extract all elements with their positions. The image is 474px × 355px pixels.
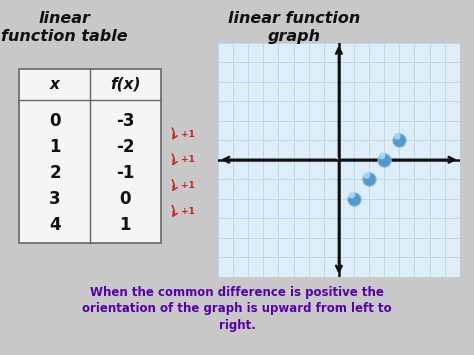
Text: 3: 3 (49, 190, 61, 208)
Text: 2: 2 (49, 164, 61, 182)
Point (365, 176, 373, 182)
Text: f(x): f(x) (110, 77, 140, 92)
Text: -1: -1 (116, 164, 134, 182)
Text: 1: 1 (49, 138, 61, 156)
Point (393, 133, 401, 139)
Text: 0: 0 (119, 190, 131, 208)
Text: When the common difference is positive the
orientation of the graph is upward fr: When the common difference is positive t… (82, 286, 392, 332)
FancyBboxPatch shape (19, 70, 161, 243)
Point (350, 196, 358, 202)
Text: x: x (50, 77, 60, 92)
Point (395, 137, 403, 143)
Point (363, 173, 371, 178)
Text: +1: +1 (181, 155, 195, 164)
Text: -2: -2 (116, 138, 135, 156)
Text: +1: +1 (181, 130, 195, 138)
Text: +1: +1 (181, 207, 195, 216)
Point (378, 153, 386, 159)
Text: +1: +1 (181, 181, 195, 190)
Text: 4: 4 (49, 215, 61, 234)
Point (348, 192, 356, 198)
Text: 0: 0 (49, 112, 61, 130)
Text: linear function
graph: linear function graph (228, 11, 360, 44)
Text: 1: 1 (119, 215, 131, 234)
Text: -3: -3 (116, 112, 135, 130)
Point (381, 157, 388, 163)
Text: linear
function table: linear function table (0, 11, 128, 44)
